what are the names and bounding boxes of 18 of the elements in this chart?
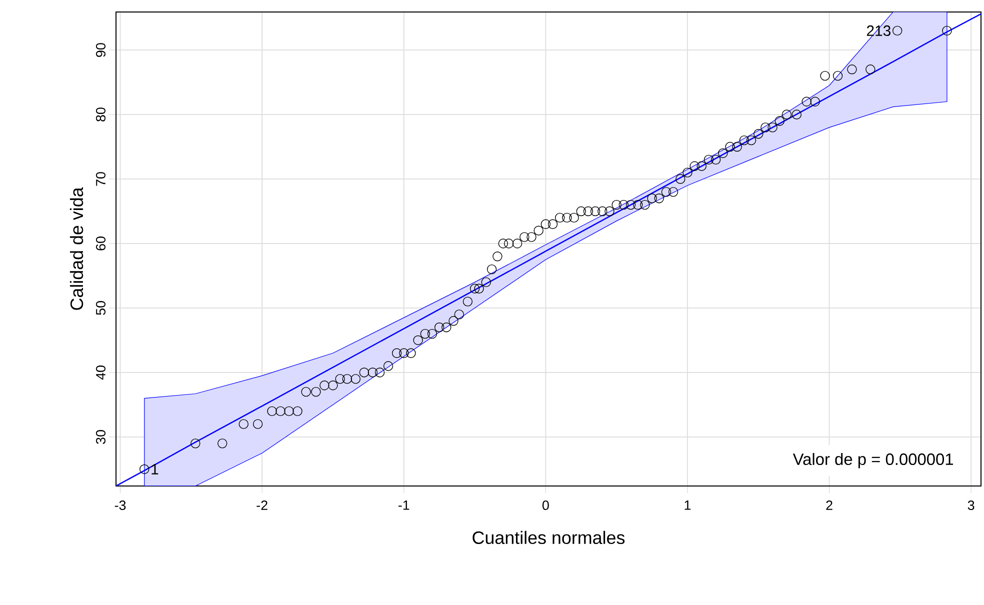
x-tick-label: 1 <box>684 500 691 510</box>
x-tick-label: 0 <box>542 500 549 510</box>
x-tick-label: 3 <box>968 500 974 510</box>
x-tick-label: -2 <box>256 500 268 510</box>
x-tick-label: 2 <box>826 500 832 510</box>
y-tick-label: 90 <box>96 43 106 57</box>
y-tick-label: 80 <box>96 108 106 122</box>
annotation: 1 <box>152 464 158 474</box>
y-tick-label: 70 <box>96 172 106 186</box>
y-tick-label: 40 <box>96 366 106 380</box>
x-tick-label: -3 <box>114 500 126 510</box>
annotation: Valor de p = 0.000001 <box>792 452 954 468</box>
y-axis-title: Calidad de vida <box>70 187 84 310</box>
y-tick-label: 30 <box>96 430 106 444</box>
x-axis-title: Cuantiles normales <box>472 530 625 544</box>
y-tick-label: 60 <box>96 236 106 250</box>
x-tick-label: -1 <box>398 500 410 510</box>
y-tick-label: 50 <box>96 301 106 315</box>
